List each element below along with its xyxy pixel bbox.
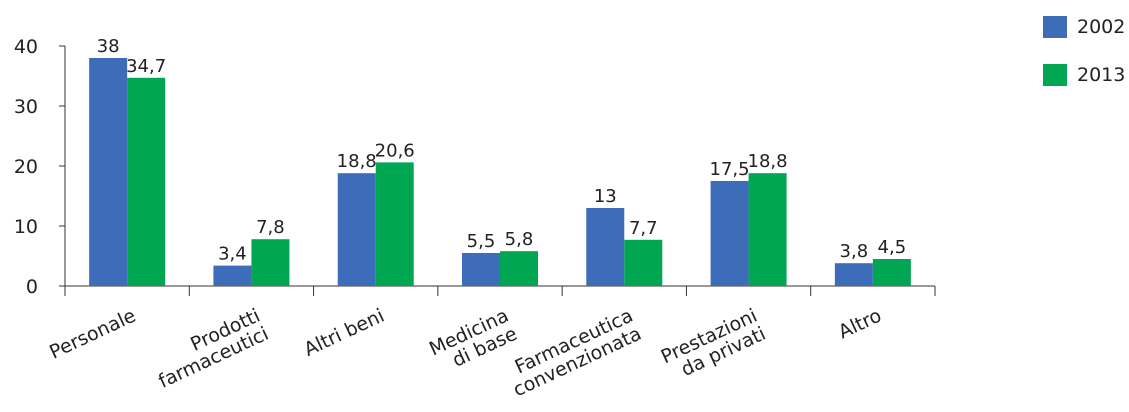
legend-item-2013: 2013 xyxy=(1043,62,1125,88)
data-label-2013-6: 4,5 xyxy=(878,237,907,258)
data-label-2002-6: 3,8 xyxy=(840,241,869,262)
legend: 2002 2013 xyxy=(1043,14,1125,110)
data-label-2002-4: 13 xyxy=(594,186,617,207)
x-category-label: Personale xyxy=(46,305,139,364)
bar-2013-6 xyxy=(872,259,911,286)
bar-2013-4 xyxy=(624,239,663,286)
legend-swatch-2002 xyxy=(1043,16,1067,38)
y-tick-label: 40 xyxy=(14,36,38,58)
x-category-label: Farmaceuticaconvenzionata xyxy=(501,305,645,402)
data-label-2013-1: 7,8 xyxy=(256,217,285,238)
bar-2002-1 xyxy=(213,265,252,286)
x-category-label: Altro xyxy=(835,305,885,344)
bar-2002-4 xyxy=(586,208,625,286)
x-category-label: Altri beni xyxy=(301,305,388,361)
data-label-2002-3: 5,5 xyxy=(467,231,496,252)
data-label-2013-0: 34,7 xyxy=(126,56,166,77)
bar-2002-2 xyxy=(337,173,376,286)
y-tick-label: 0 xyxy=(26,276,38,298)
data-label-2002-1: 3,4 xyxy=(218,244,247,265)
y-tick-label: 30 xyxy=(14,96,38,118)
x-category-label-line: Altro xyxy=(835,305,885,344)
bar-2013-5 xyxy=(748,173,787,286)
bar-2002-0 xyxy=(89,58,128,286)
data-label-2013-2: 20,6 xyxy=(375,140,415,161)
legend-label-2002: 2002 xyxy=(1077,16,1126,38)
data-label-2002-0: 38 xyxy=(97,36,120,57)
bar-2002-3 xyxy=(462,253,500,286)
bar-2013-1 xyxy=(251,239,290,286)
x-category-label: Prodottifarmaceutici xyxy=(147,305,272,393)
y-tick-label: 20 xyxy=(14,156,38,178)
data-label-2002-5: 17,5 xyxy=(710,159,750,180)
x-category-label: Medicinadi base xyxy=(426,305,521,379)
bar-2013-3 xyxy=(500,251,538,286)
legend-swatch-2013 xyxy=(1043,64,1067,86)
data-label-2002-2: 18,8 xyxy=(337,151,377,172)
legend-label-2013: 2013 xyxy=(1077,64,1126,86)
data-label-2013-3: 5,8 xyxy=(505,229,534,250)
x-category-label: Prestazionida privati xyxy=(658,305,769,387)
y-tick-label: 10 xyxy=(14,216,38,238)
x-category-label-line: Personale xyxy=(46,305,139,364)
bar-2002-5 xyxy=(710,181,749,286)
bar-2002-6 xyxy=(834,263,873,286)
x-category-label-line: Altri beni xyxy=(301,305,388,361)
bar-2013-0 xyxy=(127,77,166,286)
data-label-2013-4: 7,7 xyxy=(629,218,658,239)
bar-2013-2 xyxy=(375,162,414,286)
legend-item-2002: 2002 xyxy=(1043,14,1125,40)
data-label-2013-5: 18,8 xyxy=(748,151,788,172)
